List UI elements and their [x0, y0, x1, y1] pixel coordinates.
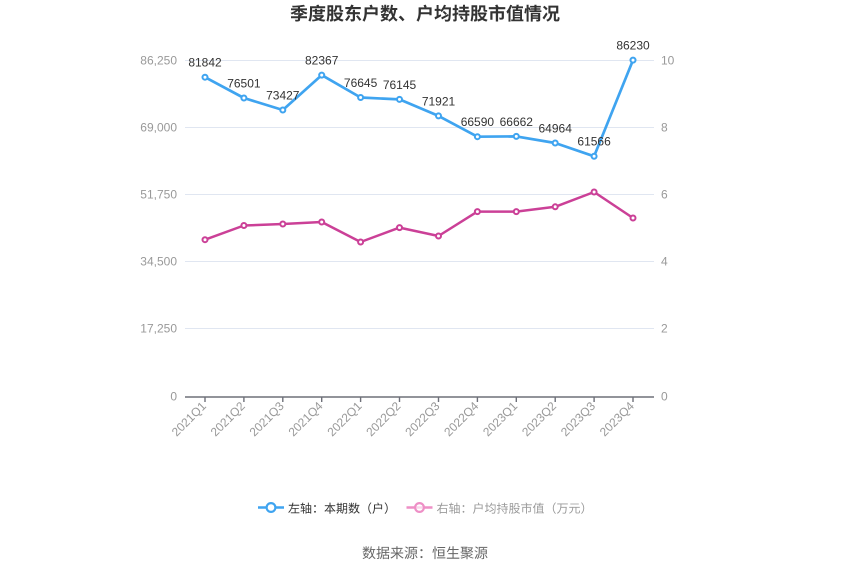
svg-text:66662: 66662 [500, 115, 534, 129]
svg-text:86230: 86230 [616, 39, 650, 53]
svg-text:6: 6 [661, 187, 668, 201]
svg-text:86,250: 86,250 [140, 53, 177, 67]
svg-text:69,000: 69,000 [140, 120, 177, 134]
svg-text:76501: 76501 [227, 76, 261, 90]
svg-text:0: 0 [170, 389, 177, 403]
svg-text:82367: 82367 [305, 54, 339, 68]
svg-text:81842: 81842 [188, 56, 222, 70]
svg-text:76645: 76645 [344, 76, 378, 90]
svg-text:61566: 61566 [577, 135, 611, 149]
svg-text:8: 8 [661, 120, 668, 134]
svg-text:64964: 64964 [539, 121, 573, 135]
svg-text:4: 4 [661, 254, 668, 268]
svg-text:2: 2 [661, 321, 668, 335]
svg-text:0: 0 [661, 389, 668, 403]
svg-text:76145: 76145 [383, 78, 417, 92]
svg-text:51,750: 51,750 [140, 187, 177, 201]
svg-text:17,250: 17,250 [140, 321, 177, 335]
svg-text:66590: 66590 [461, 115, 495, 129]
svg-text:34,500: 34,500 [140, 254, 177, 268]
svg-text:10: 10 [661, 53, 675, 67]
svg-text:71921: 71921 [422, 94, 456, 108]
svg-text:73427: 73427 [266, 88, 300, 102]
